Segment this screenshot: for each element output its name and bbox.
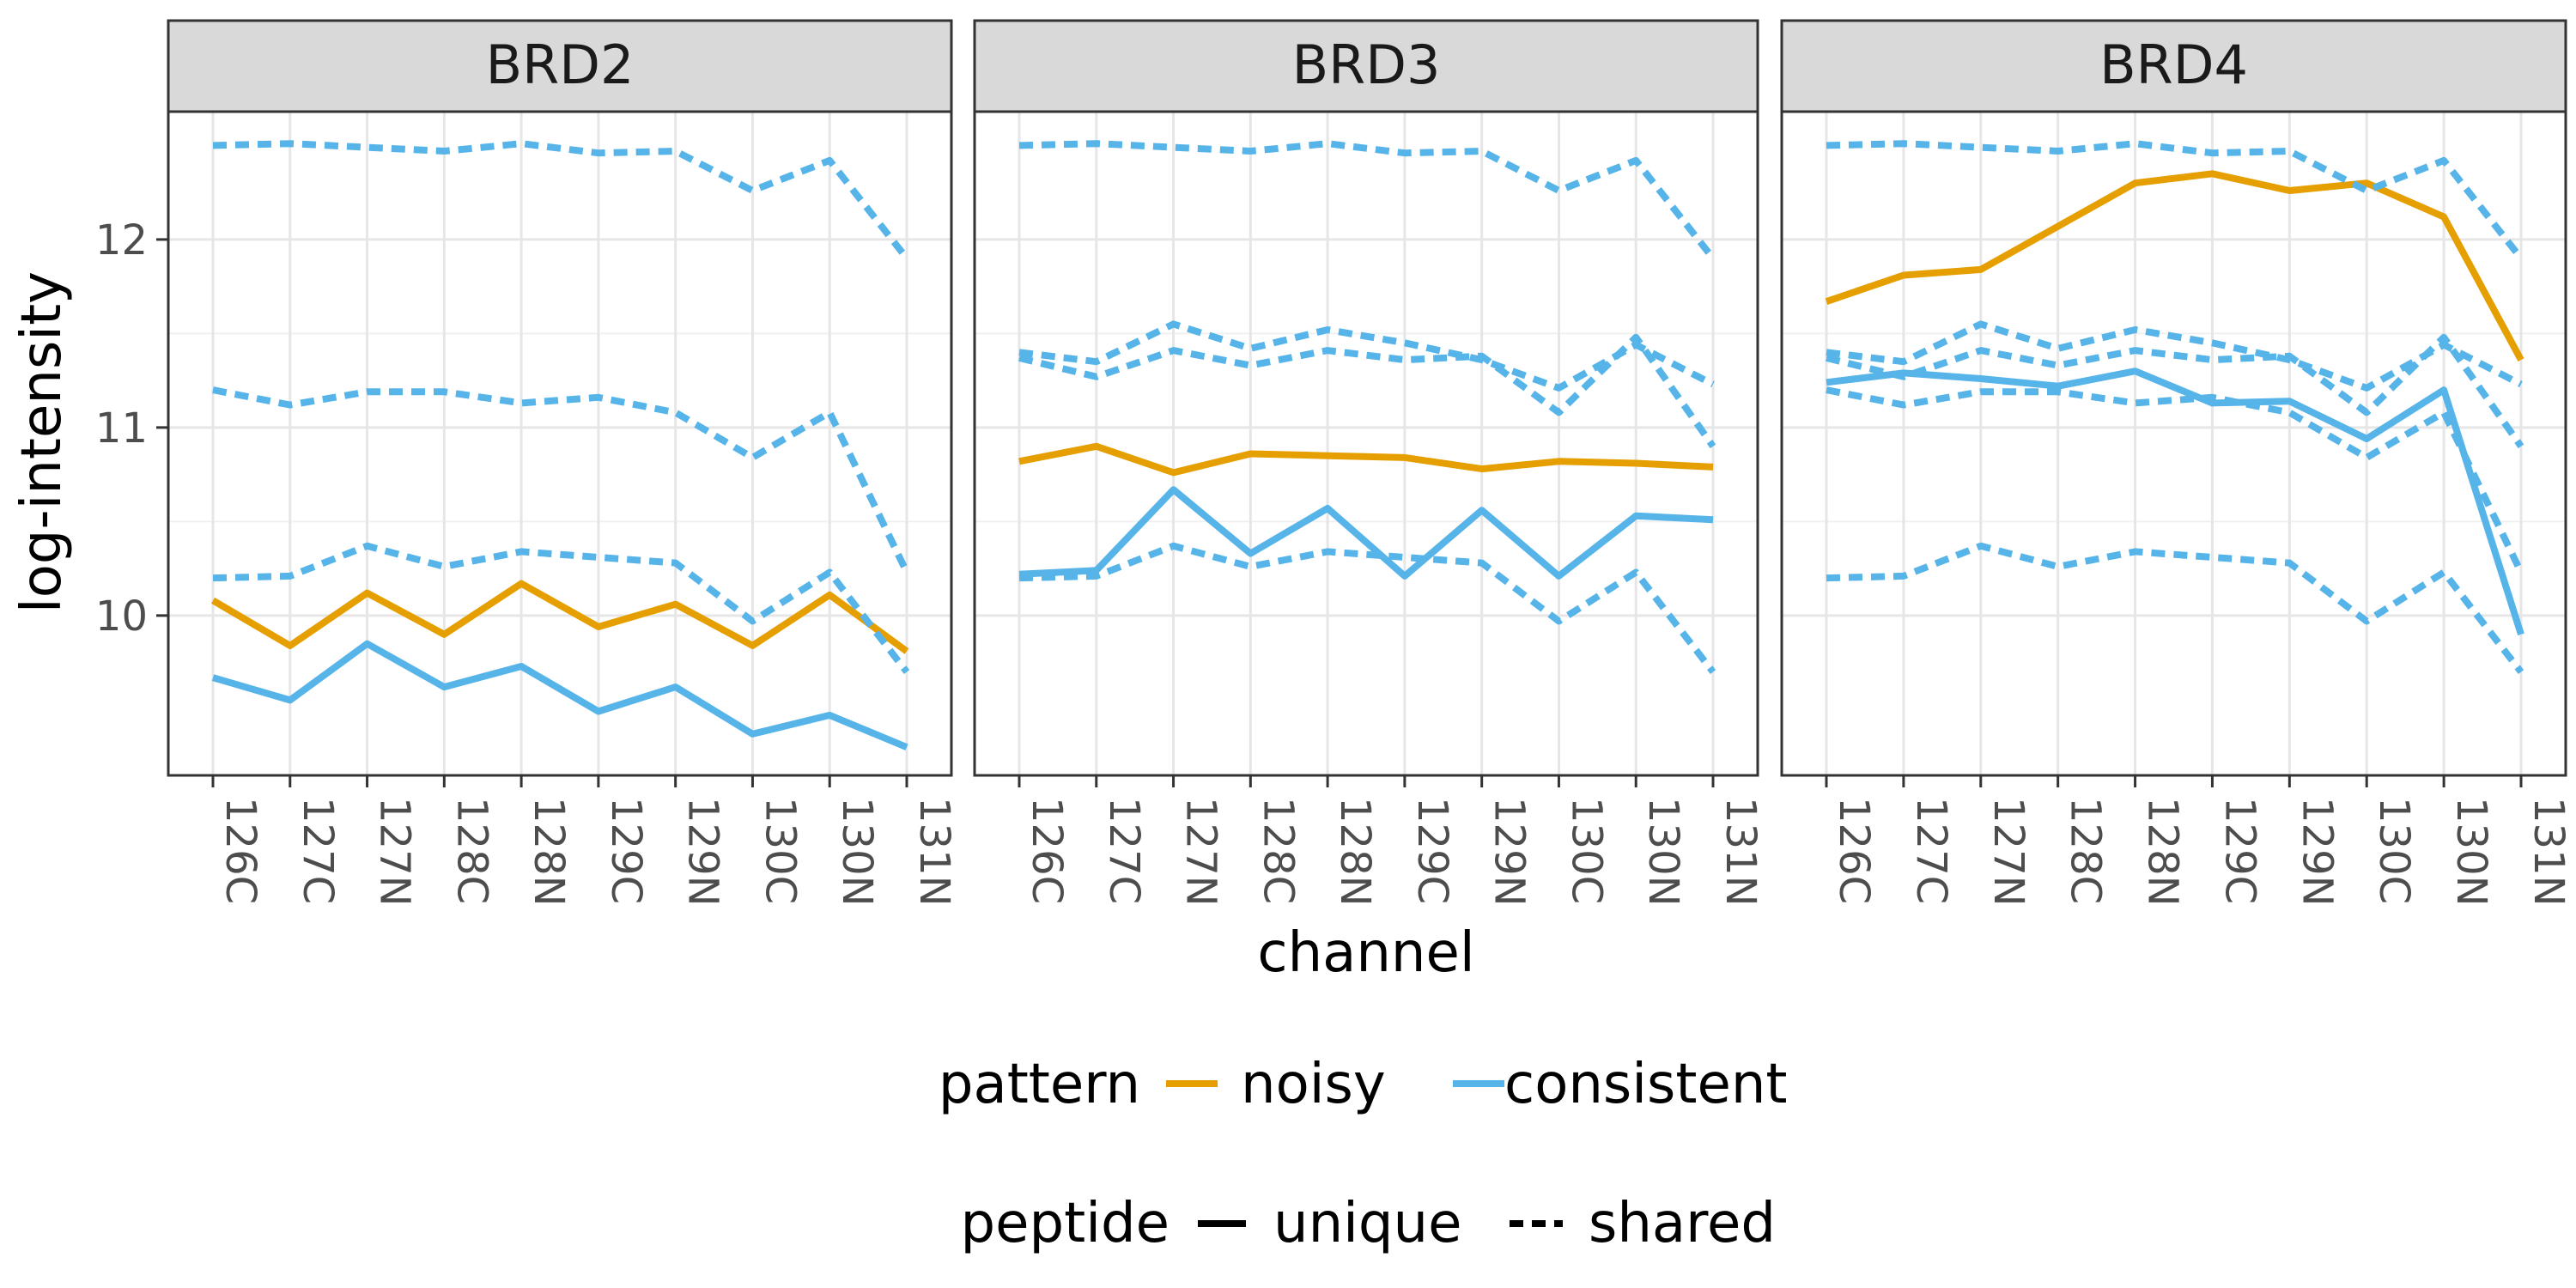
x-tick-label: 127N	[1177, 797, 1225, 907]
x-tick-label: 129N	[1485, 797, 1534, 907]
legend-label-noisy: noisy	[1241, 1053, 1386, 1116]
strip-label: BRD3	[1292, 33, 1441, 96]
x-tick-label: 128N	[525, 797, 573, 907]
series-line-noisy-unique	[1825, 170, 2524, 362]
x-tick-label: 126C	[1830, 797, 1878, 904]
legend-label-consistent: consistent	[1504, 1053, 1788, 1116]
series-line-consistent-shared-s4	[1018, 320, 1715, 392]
x-tick-label: 126C	[216, 797, 264, 904]
series-line-consistent-unique	[211, 640, 908, 750]
series-line-noisy-unique	[1018, 442, 1714, 477]
strip-background	[167, 19, 953, 113]
x-tick-label: 129C	[2215, 797, 2263, 904]
x-tick-label: 127C	[1907, 797, 1955, 904]
series-line-noisy-unique	[210, 580, 909, 654]
legend-peptide-title: peptide	[961, 1192, 1170, 1255]
legend-label-shared: shared	[1589, 1192, 1776, 1255]
x-tick-label: 129C	[602, 797, 650, 904]
x-tick-label: 130N	[1639, 797, 1687, 907]
y-axis-ticks: 10 11 12	[95, 216, 168, 641]
x-tick-label: 128N	[2139, 797, 2187, 907]
x-tick-label: 131N	[2524, 797, 2573, 907]
x-tick-label: 131N	[910, 797, 958, 907]
x-tick-label: 130C	[2370, 797, 2418, 904]
plot-background	[975, 112, 1758, 775]
x-tick-label: 128C	[1254, 797, 1302, 904]
x-axis-title: channel	[1257, 921, 1474, 985]
legend-pattern: pattern noisy consistent	[939, 1053, 1788, 1116]
series-line-consistent-shared-s1	[1018, 140, 1716, 261]
series-line-consistent-shared-s2	[1826, 386, 2524, 574]
series-line-consistent-shared-s1	[212, 140, 910, 261]
y-tick-label: 10	[95, 592, 148, 641]
x-tick-label: 127N	[371, 797, 419, 907]
plot-background	[168, 112, 951, 775]
x-tick-label: 130N	[2447, 797, 2495, 907]
x-tick-label: 126C	[1023, 797, 1071, 904]
series-line-consistent-shared-s3	[1826, 542, 2524, 675]
strip-label: BRD2	[486, 33, 635, 96]
y-tick-label: 11	[95, 404, 148, 453]
x-tick-label: 127C	[294, 797, 342, 904]
legend-pattern-title: pattern	[939, 1053, 1140, 1116]
series-line-consistent-shared-s3	[1018, 542, 1716, 675]
x-tick-label: 130C	[1562, 797, 1610, 904]
strip-background	[973, 19, 1759, 113]
series-line-consistent-unique	[1826, 368, 2524, 636]
legend-peptide: peptide unique shared	[961, 1192, 1777, 1255]
x-tick-label: 130N	[833, 797, 881, 907]
x-tick-label: 130C	[756, 797, 804, 904]
legend-label-unique: unique	[1273, 1192, 1461, 1255]
series-line-consistent-shared-s1	[1826, 140, 2524, 261]
strip-background	[1780, 19, 2567, 113]
plot-background	[1782, 112, 2566, 775]
x-tick-label: 129C	[1408, 797, 1456, 904]
series-line-consistent-unique	[1018, 486, 1714, 580]
y-tick-label: 12	[95, 216, 148, 264]
series-line-consistent-shared-s5	[1018, 333, 1716, 449]
x-tick-label: 127N	[1984, 797, 2032, 907]
x-tick-label: 131N	[1716, 797, 1765, 907]
x-tick-label: 128C	[2062, 797, 2110, 904]
strip-label: BRD4	[2099, 33, 2248, 96]
x-tick-label: 129N	[679, 797, 727, 907]
y-axis-title: log-intensity	[10, 271, 74, 613]
panels: BRD2 126C 127C 127N 128C 128N 129C 129N 130C 130N…	[167, 19, 2573, 907]
series-line-consistent-shared-s3	[212, 542, 910, 675]
series-line-consistent-shared-s5	[1826, 333, 2524, 449]
x-tick-label: 128C	[447, 797, 495, 904]
x-tick-label: 127C	[1100, 797, 1148, 904]
panel-brd4: BRD4 126C 127C 127N 128C 128N 129C 129N 130C 130N…	[1780, 19, 2573, 907]
x-tick-label: 128N	[1331, 797, 1379, 907]
series-line-consistent-shared-s4	[1826, 320, 2523, 392]
x-tick-label: 129N	[2293, 797, 2341, 907]
panel-brd3: BRD3 126C 127C 127N 128C 128N 129C 129N 130C 130N…	[973, 19, 1765, 907]
series-line-consistent-shared-s2	[212, 386, 910, 574]
panel-brd2: BRD2 126C 127C 127N 128C 128N 129C 129N 130C 130N…	[167, 19, 958, 907]
